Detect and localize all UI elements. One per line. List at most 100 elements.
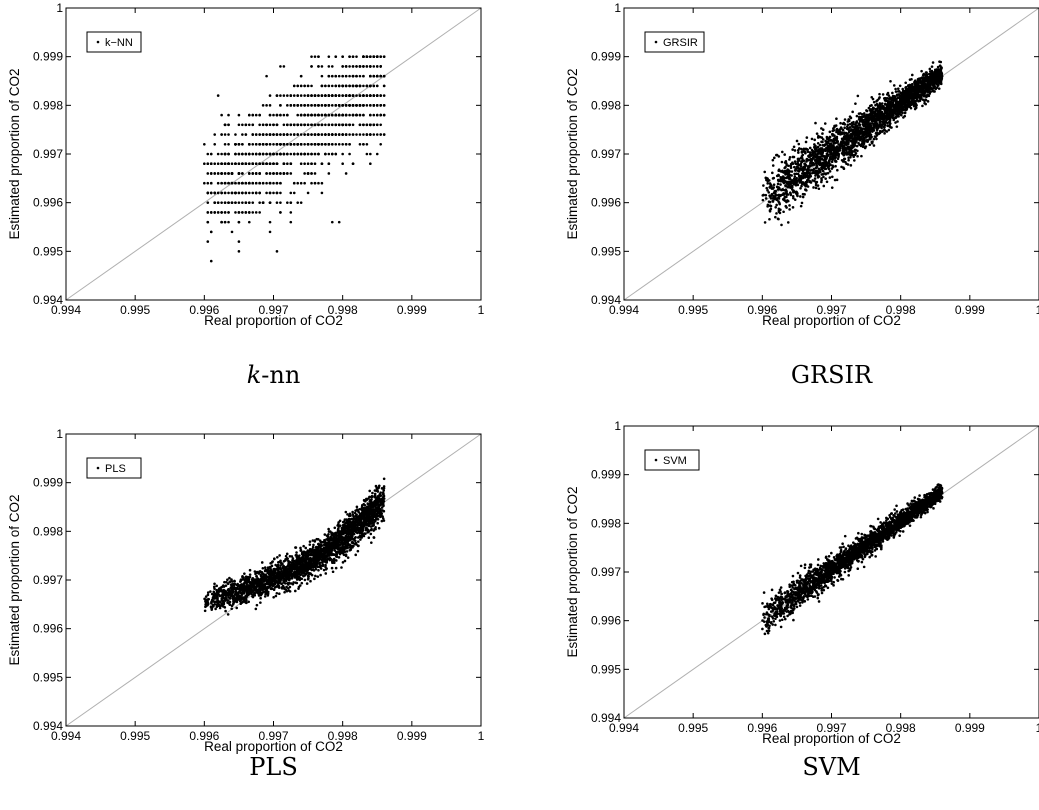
data-point bbox=[320, 84, 324, 88]
data-point bbox=[841, 128, 845, 132]
data-point bbox=[896, 120, 899, 123]
y-axis-label: Estimated proportion of CO2 bbox=[7, 68, 22, 239]
data-point bbox=[833, 156, 837, 160]
data-point bbox=[931, 73, 935, 77]
data-point bbox=[324, 142, 327, 146]
data-point bbox=[867, 124, 870, 128]
data-point bbox=[362, 123, 365, 127]
data-point bbox=[859, 116, 862, 120]
data-point bbox=[812, 186, 815, 189]
data-point bbox=[244, 133, 248, 136]
data-point bbox=[261, 133, 265, 136]
data-point bbox=[230, 172, 234, 175]
data-point bbox=[320, 181, 324, 185]
data-point bbox=[832, 147, 836, 151]
data-point bbox=[282, 94, 286, 97]
data-point bbox=[227, 142, 230, 146]
data-point bbox=[220, 113, 223, 117]
x-tick-label: 0.994 bbox=[51, 303, 81, 317]
data-point bbox=[763, 221, 767, 224]
data-point bbox=[237, 172, 241, 175]
data-point bbox=[355, 55, 358, 58]
data-point bbox=[766, 189, 769, 192]
data-point bbox=[788, 204, 791, 207]
data-point bbox=[272, 172, 275, 175]
data-point bbox=[272, 191, 275, 195]
data-point bbox=[341, 113, 344, 117]
data-point bbox=[797, 159, 801, 162]
data-point bbox=[330, 65, 334, 68]
data-point bbox=[310, 142, 313, 146]
data-point bbox=[306, 172, 310, 175]
data-point bbox=[223, 191, 227, 195]
data-point bbox=[358, 65, 362, 68]
y-tick-label: 0.997 bbox=[33, 573, 63, 587]
data-point bbox=[902, 94, 905, 98]
data-point bbox=[348, 74, 351, 78]
data-point bbox=[885, 108, 889, 111]
data-point bbox=[223, 152, 227, 156]
data-point bbox=[282, 162, 286, 166]
data-point bbox=[216, 172, 220, 175]
data-point bbox=[286, 104, 289, 107]
y-tick-label: 0.996 bbox=[591, 196, 621, 210]
data-point bbox=[878, 96, 881, 99]
data-point bbox=[303, 94, 306, 97]
y-tick-label: 0.999 bbox=[33, 50, 63, 64]
data-point bbox=[279, 181, 282, 185]
data-point bbox=[324, 94, 327, 97]
data-point bbox=[306, 113, 310, 117]
data-point bbox=[237, 240, 241, 243]
data-point bbox=[310, 162, 313, 166]
data-point bbox=[341, 133, 344, 136]
data-point bbox=[351, 104, 355, 107]
data-point bbox=[241, 201, 244, 204]
data-point bbox=[766, 205, 769, 208]
data-point bbox=[216, 94, 220, 97]
data-point bbox=[771, 158, 775, 162]
data-point bbox=[801, 153, 805, 157]
data-point bbox=[896, 87, 900, 91]
data-point bbox=[313, 162, 317, 166]
data-point bbox=[883, 116, 887, 120]
data-point bbox=[358, 94, 362, 97]
data-point bbox=[355, 505, 359, 509]
data-point bbox=[247, 162, 251, 166]
data-point bbox=[793, 149, 797, 152]
data-point bbox=[876, 110, 880, 114]
data-point bbox=[292, 104, 296, 107]
data-point bbox=[265, 152, 268, 156]
data-point bbox=[272, 133, 275, 136]
data-point bbox=[268, 201, 272, 204]
data-point bbox=[327, 123, 331, 127]
data-point bbox=[920, 69, 923, 73]
data-point bbox=[289, 191, 293, 195]
data-point bbox=[862, 142, 866, 146]
data-point bbox=[223, 181, 227, 185]
data-point bbox=[800, 175, 804, 179]
data-point bbox=[355, 133, 358, 136]
data-point bbox=[776, 182, 780, 186]
data-point bbox=[829, 144, 832, 148]
data-point bbox=[275, 152, 279, 156]
data-point bbox=[362, 74, 365, 78]
data-point bbox=[223, 172, 227, 175]
data-point bbox=[896, 90, 900, 93]
y-axis-label: Estimated proportion of CO2 bbox=[7, 494, 22, 665]
panel-caption: k-nn bbox=[247, 361, 301, 389]
data-point bbox=[251, 113, 255, 117]
x-tick-label: 0.995 bbox=[678, 303, 708, 317]
data-point bbox=[313, 152, 317, 156]
data-point bbox=[320, 191, 324, 195]
data-point bbox=[382, 104, 386, 107]
data-point bbox=[831, 175, 834, 179]
data-point bbox=[306, 162, 310, 166]
data-point bbox=[922, 84, 925, 88]
x-tick-label: 0.995 bbox=[120, 729, 150, 743]
data-point bbox=[812, 171, 816, 175]
data-point bbox=[341, 74, 344, 78]
data-point bbox=[213, 211, 217, 214]
data-point bbox=[213, 201, 217, 204]
data-point bbox=[863, 138, 866, 142]
data-point bbox=[292, 181, 296, 185]
